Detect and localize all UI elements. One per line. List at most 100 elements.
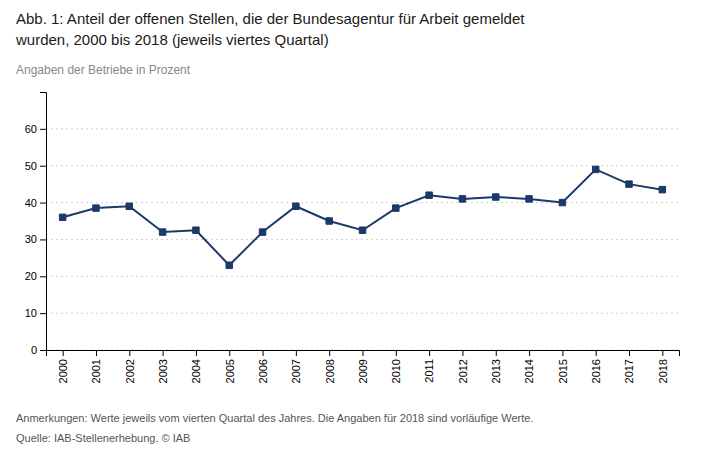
x-tick: 2003 [157,350,169,383]
x-tick-mark [562,350,563,356]
grid-line [46,239,679,240]
y-tick-mark [40,350,46,351]
y-axis-line [40,93,47,351]
x-tick-mark [662,350,663,356]
line [63,169,663,265]
y-tick-label: 10 [25,307,37,319]
grid-line [46,276,679,277]
x-tick-label: 2004 [190,359,202,383]
point [359,227,365,233]
y-tick: 20 [25,270,46,282]
x-tick-mark [363,350,364,356]
x-tick: 2013 [490,350,502,383]
y-tick-label: 0 [31,344,37,356]
x-tick-mark [429,350,430,356]
x-tick-mark [496,350,497,356]
x-tick: 2014 [523,350,535,383]
x-tick: 2004 [190,350,202,383]
x-tick: 2006 [257,350,269,383]
chart-svg: Abb. 1: Anteil der offenen Stellen, die … [0,0,701,470]
x-tick: 2008 [324,350,336,383]
y-tick: 50 [25,160,46,172]
y-tick: 0 [31,344,46,356]
point [626,181,632,187]
y-tick-label: 20 [25,270,37,282]
point [326,218,332,224]
point [526,196,532,202]
grid-line [46,165,679,166]
x-tick: 2011 [423,350,435,383]
point [59,214,65,220]
x-tick-mark [396,350,397,356]
x-tick-label: 2015 [557,359,569,383]
y-tick: 30 [25,233,46,245]
y-tick: 60 [25,123,46,135]
x-tick-label: 2001 [90,359,102,383]
point [393,205,399,211]
y-tick-mark [40,203,46,204]
point [592,166,598,172]
point [459,196,465,202]
x-tick-label: 2012 [457,359,469,383]
x-tick-mark [163,350,164,356]
point [493,194,499,200]
x-tick-mark [129,350,130,356]
y-tick-mark [40,166,46,167]
x-tick-mark [63,350,64,356]
point [226,262,232,268]
x-axis-line [47,351,680,357]
x-tick: 2001 [90,350,102,383]
point [259,229,265,235]
plot-area [59,166,665,268]
x-tick: 2007 [290,350,302,383]
point [126,203,132,209]
grid-line [46,128,679,129]
y-tick-mark [40,276,46,277]
x-tick: 2015 [557,350,569,383]
point [559,199,565,205]
x-tick: 2002 [124,350,136,383]
x-tick-mark [229,350,230,356]
y-tick-label: 40 [25,197,37,209]
x-tick: 2005 [224,350,236,383]
x-tick: 2018 [657,350,669,383]
x-tick-mark [263,350,264,356]
x-tick-mark [296,350,297,356]
y-tick-label: 50 [25,160,37,172]
x-tick: 2000 [57,350,69,383]
x-tick-mark [329,350,330,356]
y-tick-mark [40,129,46,130]
x-tick: 2012 [457,350,469,383]
y-tick: 10 [25,307,46,319]
title: wurden, 2000 bis 2018 (jeweils viertes Q… [15,31,329,48]
point [293,203,299,209]
y-axis: 0 10 20 30 40 50 60 [25,93,47,357]
x-tick: 2017 [623,350,635,383]
x-tick-label: 2007 [290,359,302,383]
x-tick-mark [629,350,630,356]
point [193,227,199,233]
grid [46,129,679,350]
x-tick-label: 2000 [57,359,69,383]
x-axis: 2000 2001 2002 2003 2004 2005 2006 2007 2008 2009… [47,350,680,383]
x-tick: 2010 [390,350,402,383]
x-tick-label: 2008 [324,359,336,383]
point [159,229,165,235]
x-tick-label: 2005 [224,359,236,383]
grid-line [46,202,679,203]
y-tick-mark [40,239,46,240]
subtitle: Angaben der Betriebe in Prozent [16,63,191,77]
x-tick-label: 2003 [157,359,169,383]
footnote: Anmerkungen: Werte jeweils vom vierten Q… [16,412,533,424]
x-tick: 2009 [357,350,369,383]
x-tick-label: 2002 [124,359,136,383]
y-tick-label: 30 [25,233,37,245]
x-tick-label: 2014 [523,359,535,383]
y-tick-label: 60 [25,123,37,135]
x-tick-label: 2006 [257,359,269,383]
x-tick-mark [96,350,97,356]
x-tick: 2016 [590,350,602,383]
grid-line [46,313,679,314]
x-tick-mark [462,350,463,356]
x-tick-mark [196,350,197,356]
